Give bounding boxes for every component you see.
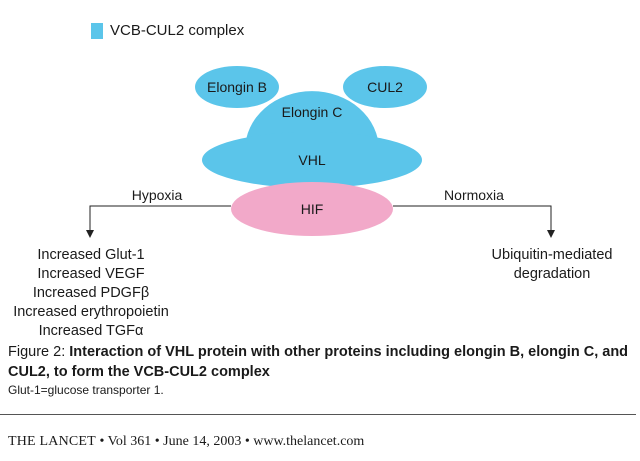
hif-label: HIF: [301, 201, 324, 217]
hif-shape: [231, 182, 393, 236]
normoxia-outcomes: Ubiquitin-mediated degradation: [470, 246, 634, 284]
vcb-cul2-diagram: Elongin B CUL2 Elongin C VHL HIF Hypoxia…: [86, 66, 555, 238]
hypoxia-outcome-item: Increased erythropoietin: [13, 304, 169, 320]
elongin-b-shape: [195, 66, 279, 108]
figure-caption: Figure 2: Interaction of VHL protein wit…: [8, 342, 634, 382]
cul2-label: CUL2: [367, 79, 403, 95]
vhl-shape: [202, 132, 422, 188]
page-footer: THE LANCET • Vol 361 • June 14, 2003 • w…: [8, 434, 364, 450]
normoxia-arrowhead: [547, 230, 555, 238]
normoxia-label: Normoxia: [444, 187, 504, 203]
caption-title: Interaction of VHL protein with other pr…: [8, 344, 629, 380]
normoxia-branch-line: [393, 205, 552, 232]
divider: [0, 414, 636, 415]
normoxia-outcome-item: Ubiquitin-mediated: [491, 247, 613, 263]
hypoxia-arrowhead: [86, 230, 94, 238]
hypoxia-outcome-item: Increased Glut-1: [37, 247, 145, 263]
hypoxia-branch-line: [89, 205, 231, 232]
legend-swatch: [91, 23, 103, 39]
caption-prefix: Figure 2:: [8, 344, 70, 360]
hypoxia-outcome-item: Increased VEGF: [37, 266, 145, 282]
legend-label: VCB-CUL2 complex: [110, 22, 245, 39]
elongin-b-label: Elongin B: [207, 79, 267, 95]
hypoxia-label: Hypoxia: [132, 187, 183, 203]
hypoxia-outcome-item: Increased PDGFβ: [32, 285, 150, 301]
hypoxia-outcome-item: Increased TGFα: [38, 323, 144, 339]
footer-details: • Vol 361 • June 14, 2003 • www.thelance…: [95, 434, 365, 449]
normoxia-outcome-item: degradation: [513, 266, 591, 282]
hypoxia-outcomes: Increased Glut-1 Increased VEGF Increase…: [0, 246, 182, 341]
caption-footnote: Glut-1=glucose transporter 1.: [8, 383, 164, 397]
cul2-shape: [343, 66, 427, 108]
journal-name: THE LANCET: [8, 434, 96, 449]
vhl-label: VHL: [298, 152, 325, 168]
elongin-c-label: Elongin C: [282, 104, 343, 120]
vhl-notch: [282, 128, 342, 140]
